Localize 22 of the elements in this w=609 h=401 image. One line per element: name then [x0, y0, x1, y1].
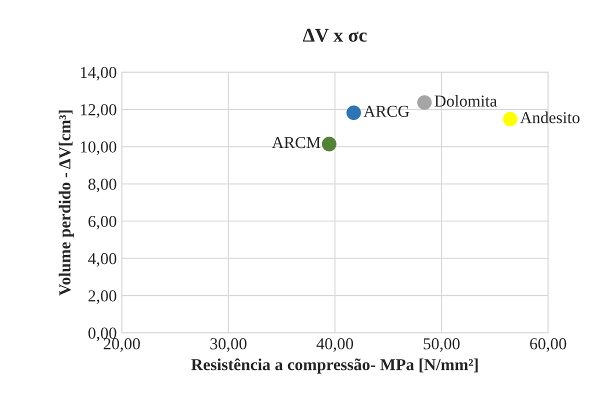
- x-tick-label: 50,00: [424, 338, 460, 352]
- x-tick-label: 40,00: [316, 338, 354, 352]
- series-label: Andesito: [520, 112, 580, 124]
- series-label: Dolomita: [434, 94, 497, 107]
- y-tick-label: 8,00: [88, 178, 116, 192]
- y-tick-label: 4,00: [88, 253, 116, 267]
- y-tick-label: 10,00: [80, 141, 116, 155]
- y-tick-label: 2,00: [88, 290, 116, 304]
- point: [346, 105, 361, 120]
- series-label: ARCG: [364, 106, 410, 117]
- point: [417, 95, 432, 110]
- y-tick-label: 14,00: [80, 66, 116, 81]
- series-label: ARCM: [272, 137, 320, 148]
- y-tick-label: 12,00: [80, 104, 116, 118]
- y-axis-title: Volume perdido - ΔV[cm³]: [58, 110, 74, 296]
- x-tick-label: 30,00: [210, 338, 246, 352]
- chart-title: ΔV x σc: [302, 28, 367, 42]
- x-axis-title: Resistência a compressão- MPa [N/mm²]: [191, 358, 478, 374]
- point: [322, 136, 336, 152]
- y-tick-label: 6,00: [88, 216, 116, 230]
- x-tick-label: 60,00: [530, 338, 566, 352]
- point: [502, 112, 518, 126]
